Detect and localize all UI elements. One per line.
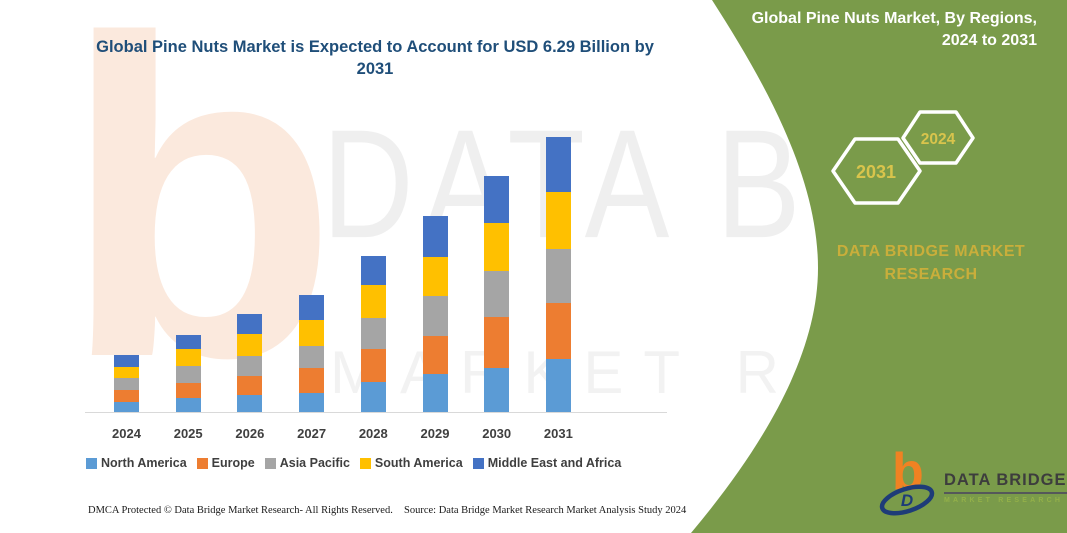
logo-subtext: MARKET RESEARCH bbox=[944, 497, 1064, 504]
legend-label-north-america: North America bbox=[101, 456, 187, 470]
legend-swatch-europe bbox=[196, 457, 208, 469]
data-bridge-logo: b D DATA BRIDGE MARKET RESEARCH bbox=[879, 446, 1067, 516]
legend-label-asia-pacific: Asia Pacific bbox=[279, 456, 350, 470]
hexagon-2031-label: 2031 bbox=[856, 162, 896, 182]
hexagon-2031-outline bbox=[831, 137, 922, 205]
x-axis-line bbox=[85, 412, 667, 413]
legend-label-south-america: South America bbox=[374, 456, 463, 470]
legend-swatch-south-america bbox=[359, 457, 371, 469]
legend-label-europe: Europe bbox=[211, 456, 255, 470]
legend-swatch-asia-pacific bbox=[264, 457, 276, 469]
chart-legend: North America Europe Asia Pacific South Ame… bbox=[86, 456, 621, 470]
logo-name-text: DATA BRIDGE bbox=[944, 471, 1067, 494]
hexagon-badges: 2031 2024 bbox=[831, 110, 975, 205]
logo-d-letter: D bbox=[901, 491, 913, 510]
chart-title: Global Pine Nuts Market is Expected to A… bbox=[96, 38, 654, 79]
source-footer-text: Source: Data Bridge Market Research Mark… bbox=[404, 505, 687, 516]
logo-ellipse bbox=[879, 484, 935, 516]
green-panel-path bbox=[691, 0, 1067, 533]
logo-text-column: DATA BRIDGE MARKET RESEARCH bbox=[944, 458, 1067, 516]
legend-item-europe: Europe bbox=[196, 456, 255, 470]
logo-mark: b D bbox=[879, 446, 940, 516]
legend-item-asia-pacific: Asia Pacific bbox=[264, 456, 350, 470]
legend-item-middle-east-and-africa: Middle East and Africa bbox=[472, 456, 622, 470]
legend-item-north-america: North America bbox=[86, 456, 187, 470]
legend-swatch-north-america bbox=[86, 457, 97, 469]
legend-label-middle-east-and-africa: Middle East and Africa bbox=[487, 456, 622, 470]
legend-swatch-middle-east-and-africa bbox=[472, 457, 484, 469]
brand-wordmark-text: DATA BRIDGE MARKET RESEARCH bbox=[836, 243, 1026, 284]
hexagon-2024-label: 2024 bbox=[921, 131, 956, 148]
panel-title: Global Pine Nuts Market, By Regions, 202… bbox=[751, 10, 1037, 50]
hexagon-2024-outline bbox=[901, 110, 975, 165]
dmca-footer-text: DMCA Protected © Data Bridge Market Rese… bbox=[88, 505, 393, 516]
logo-swoosh-icon: D bbox=[879, 484, 935, 516]
legend-item-south-america: South America bbox=[359, 456, 463, 470]
